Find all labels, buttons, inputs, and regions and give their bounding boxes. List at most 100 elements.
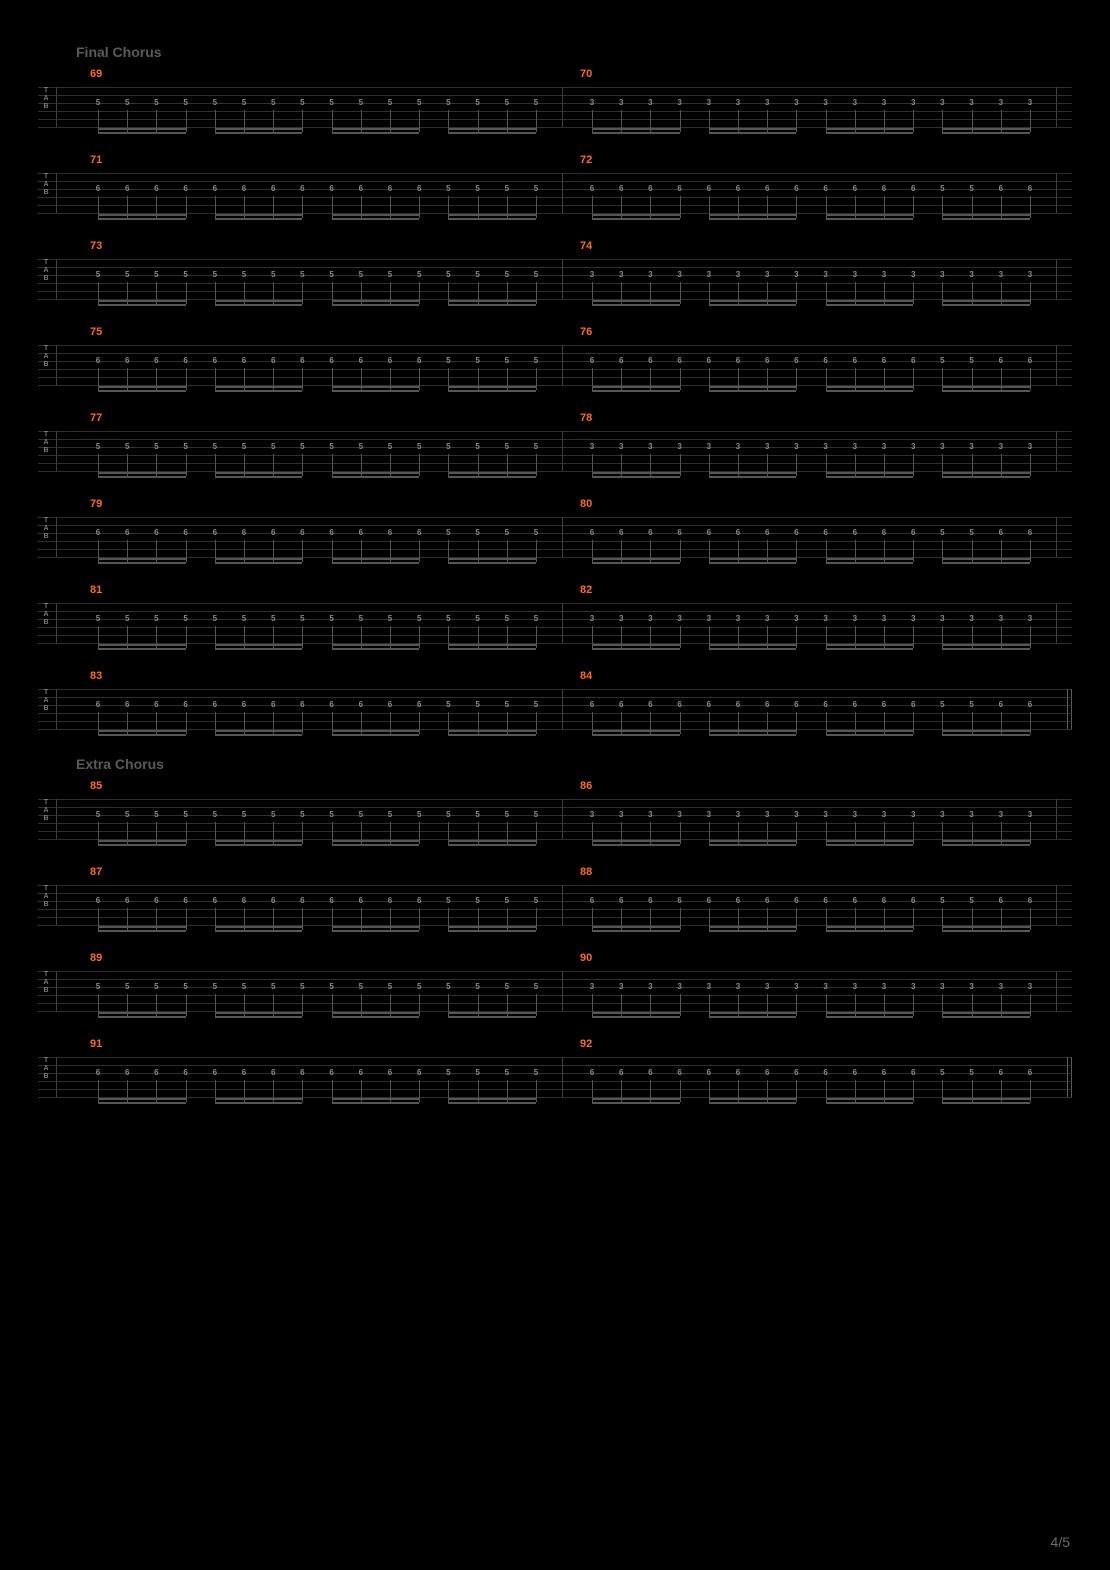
note-stem bbox=[273, 626, 274, 648]
staff-line bbox=[38, 839, 1072, 840]
note-stem bbox=[826, 994, 827, 1016]
note-stem bbox=[913, 1080, 914, 1102]
barline bbox=[1056, 345, 1057, 385]
fret-number: 5 bbox=[473, 982, 483, 991]
note-stem bbox=[942, 454, 943, 476]
note-stem bbox=[913, 110, 914, 132]
fret-number: 3 bbox=[937, 982, 947, 991]
note-stem bbox=[478, 1080, 479, 1102]
fret-number: 6 bbox=[297, 700, 307, 709]
note-stem bbox=[913, 908, 914, 930]
staff-line bbox=[38, 823, 1072, 824]
barline bbox=[1056, 87, 1057, 127]
fret-number: 5 bbox=[531, 98, 541, 107]
note-stem bbox=[332, 908, 333, 930]
fret-number: 5 bbox=[473, 528, 483, 537]
note-stem bbox=[1030, 454, 1031, 476]
note-stem bbox=[127, 822, 128, 844]
fret-number: 5 bbox=[327, 270, 337, 279]
fret-number: 5 bbox=[239, 614, 249, 623]
fret-number: 6 bbox=[645, 1068, 655, 1077]
fret-number: 6 bbox=[151, 700, 161, 709]
note-stem bbox=[361, 1080, 362, 1102]
fret-number: 3 bbox=[675, 982, 685, 991]
beam bbox=[942, 730, 1030, 732]
fret-number: 6 bbox=[616, 896, 626, 905]
fret-number: 5 bbox=[239, 442, 249, 451]
beam bbox=[592, 1016, 680, 1018]
fret-number: 6 bbox=[908, 528, 918, 537]
beam bbox=[592, 1102, 680, 1104]
note-stem bbox=[98, 1080, 99, 1102]
fret-number: 3 bbox=[850, 810, 860, 819]
fret-number: 6 bbox=[645, 896, 655, 905]
fret-number: 5 bbox=[967, 356, 977, 365]
note-stem bbox=[215, 994, 216, 1016]
note-stem bbox=[448, 110, 449, 132]
note-stem bbox=[942, 110, 943, 132]
fret-number: 6 bbox=[908, 1068, 918, 1077]
fret-number: 6 bbox=[239, 356, 249, 365]
note-stem bbox=[855, 540, 856, 562]
note-stem bbox=[855, 368, 856, 390]
fret-number: 5 bbox=[473, 184, 483, 193]
note-stem bbox=[302, 282, 303, 304]
beam bbox=[448, 648, 536, 650]
note-stem bbox=[650, 822, 651, 844]
note-stem bbox=[186, 1080, 187, 1102]
fret-number: 5 bbox=[502, 528, 512, 537]
beam bbox=[709, 1098, 797, 1100]
tab-row: TAB878866666666666655556666666666665566 bbox=[34, 866, 1076, 948]
fret-number: 5 bbox=[502, 614, 512, 623]
fret-number: 6 bbox=[239, 528, 249, 537]
note-stem bbox=[1001, 454, 1002, 476]
barline bbox=[1056, 971, 1057, 1011]
tab-row: TAB777855555555555555553333333333333333 bbox=[34, 412, 1076, 494]
staff-line bbox=[38, 729, 1072, 730]
fret-number: 6 bbox=[762, 1068, 772, 1077]
fret-number: 6 bbox=[385, 528, 395, 537]
note-stem bbox=[98, 368, 99, 390]
note-stem bbox=[332, 994, 333, 1016]
fret-number: 5 bbox=[327, 614, 337, 623]
note-stem bbox=[478, 822, 479, 844]
fret-number: 5 bbox=[443, 982, 453, 991]
note-stem bbox=[592, 368, 593, 390]
fret-number: 5 bbox=[531, 1068, 541, 1077]
note-stem bbox=[855, 454, 856, 476]
note-stem bbox=[942, 822, 943, 844]
fret-number: 5 bbox=[531, 896, 541, 905]
beam bbox=[215, 844, 303, 846]
fret-number: 5 bbox=[385, 614, 395, 623]
fret-number: 6 bbox=[733, 528, 743, 537]
note-stem bbox=[361, 282, 362, 304]
note-stem bbox=[1030, 626, 1031, 648]
note-stem bbox=[826, 712, 827, 734]
beam bbox=[592, 840, 680, 842]
beam bbox=[709, 1012, 797, 1014]
bar-number: 82 bbox=[580, 584, 592, 596]
note-stem bbox=[215, 282, 216, 304]
note-stem bbox=[273, 1080, 274, 1102]
note-stem bbox=[156, 994, 157, 1016]
beam bbox=[332, 558, 420, 560]
fret-number: 3 bbox=[996, 614, 1006, 623]
note-stem bbox=[796, 110, 797, 132]
note-stem bbox=[767, 454, 768, 476]
beam bbox=[826, 218, 914, 220]
note-stem bbox=[390, 1080, 391, 1102]
beam bbox=[332, 1012, 420, 1014]
fret-number: 5 bbox=[531, 810, 541, 819]
note-stem bbox=[621, 540, 622, 562]
bar-number: 81 bbox=[90, 584, 102, 596]
fret-number: 3 bbox=[762, 270, 772, 279]
note-stem bbox=[738, 908, 739, 930]
note-stem bbox=[942, 1080, 943, 1102]
fret-number: 3 bbox=[1025, 810, 1035, 819]
note-stem bbox=[1001, 712, 1002, 734]
beam bbox=[332, 214, 420, 216]
fret-number: 5 bbox=[356, 270, 366, 279]
staff-line bbox=[38, 471, 1072, 472]
fret-number: 5 bbox=[937, 700, 947, 709]
end-barline bbox=[1064, 689, 1072, 729]
